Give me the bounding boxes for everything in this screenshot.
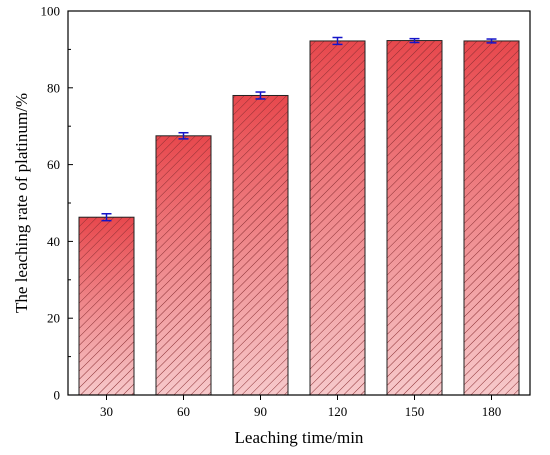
bar-hatch [387, 40, 442, 396]
bar-hatch [310, 40, 365, 396]
error-bar-60 [178, 131, 189, 140]
bar-hatch [233, 95, 288, 395]
x-tick-label: 120 [328, 404, 348, 419]
bars-layer [78, 40, 520, 396]
bar-150 [386, 40, 443, 396]
y-axis-ticks: 0 20 40 60 80 100 [41, 4, 73, 403]
y-tick-label: 0 [54, 388, 61, 403]
bar-180 [463, 40, 520, 396]
y-tick-label: 40 [47, 234, 60, 249]
error-bars-layer [101, 36, 497, 222]
y-tick-label: 80 [47, 80, 60, 95]
x-tick-label: 150 [405, 404, 425, 419]
bar-hatch [79, 217, 134, 395]
x-tick-label: 180 [482, 404, 502, 419]
bar-30 [78, 216, 135, 396]
y-tick-label: 60 [47, 157, 60, 172]
x-tick-label: 30 [100, 404, 113, 419]
y-tick-label: 20 [47, 311, 60, 326]
y-axis-title: The leaching rate of platinum/% [12, 93, 31, 313]
x-tick-label: 60 [177, 404, 190, 419]
bar-90 [232, 94, 289, 396]
error-bar-150 [409, 37, 420, 44]
bar-hatch [464, 40, 519, 396]
x-axis-ticks: 30 60 90 120 150 180 [100, 395, 501, 419]
bar-60 [155, 135, 212, 396]
plot-frame [67, 10, 531, 396]
x-tick-label: 90 [254, 404, 267, 419]
error-bar-30 [101, 213, 112, 222]
error-bar-180 [486, 38, 497, 44]
bar-120 [309, 40, 366, 396]
x-axis-title: Leaching time/min [235, 428, 364, 447]
error-bar-90 [255, 91, 266, 100]
error-bar-120 [332, 36, 343, 46]
y-tick-label: 100 [41, 4, 61, 19]
bar-hatch [156, 135, 211, 396]
